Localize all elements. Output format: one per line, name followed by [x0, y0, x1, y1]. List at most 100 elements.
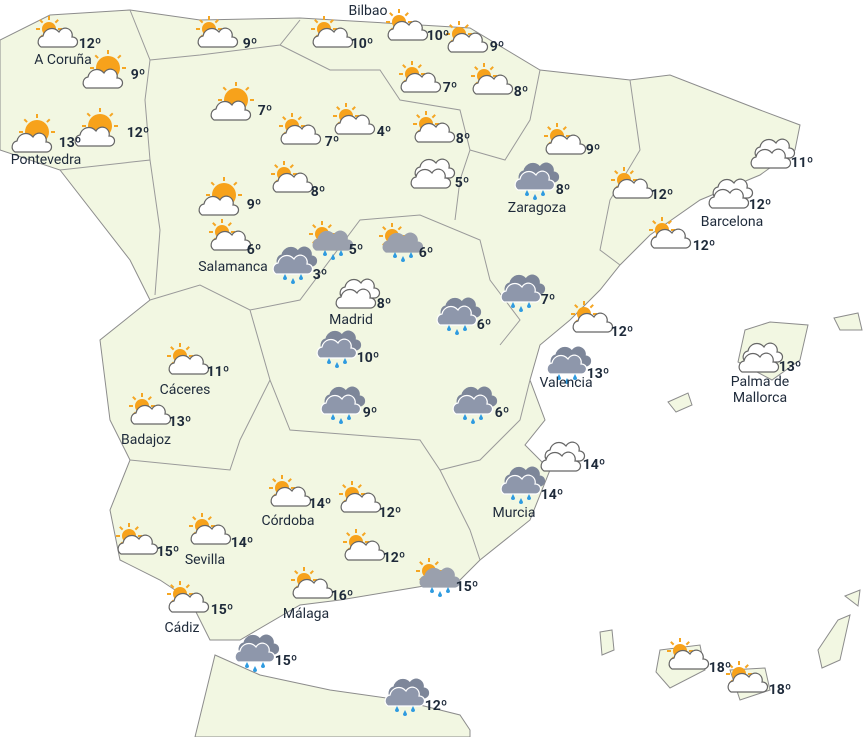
- sun-ray: [685, 641, 690, 646]
- cloud: [384, 686, 426, 707]
- temperature: 8º: [310, 184, 326, 200]
- temperature: 14º: [540, 487, 564, 503]
- weather-icon: [210, 82, 254, 121]
- sun-ray: [389, 12, 394, 17]
- cloud: [280, 124, 322, 145]
- temperature: 12º: [748, 197, 772, 213]
- rain-drop: [519, 498, 523, 504]
- rain-drop: [323, 250, 327, 256]
- sun-ray: [346, 532, 351, 537]
- rain-drop: [438, 591, 442, 597]
- sun-ray: [397, 226, 402, 231]
- sun-ray: [629, 170, 634, 175]
- temperature: 5º: [348, 242, 364, 258]
- sun-ray: [449, 24, 454, 29]
- sun-ray: [212, 222, 217, 227]
- weather-icon: [116, 523, 159, 555]
- africa: [194, 654, 471, 737]
- rain-drop: [463, 414, 467, 420]
- weather-icon: [189, 513, 232, 545]
- sun-ray: [670, 641, 675, 646]
- cloud: [414, 122, 456, 143]
- rain-drop: [253, 666, 257, 672]
- sun-ray: [222, 86, 227, 91]
- sun-ray: [274, 164, 279, 169]
- sun-ray: [287, 478, 292, 483]
- city-name: A Coruña: [34, 52, 92, 68]
- temperature: 6º: [476, 317, 492, 333]
- sun-ray: [667, 220, 672, 225]
- cloud: [436, 305, 478, 326]
- temperature: 10º: [350, 36, 374, 52]
- rain-drop: [525, 190, 529, 196]
- temperature: 9º: [585, 142, 601, 158]
- sun-ray: [361, 532, 366, 537]
- cloud: [190, 524, 232, 545]
- cloud: [210, 230, 252, 251]
- sun-ray: [574, 304, 579, 309]
- menorca: [833, 312, 863, 331]
- weather-icon: [436, 297, 482, 335]
- city-name: Cáceres: [159, 382, 211, 398]
- sun-ray: [170, 584, 175, 589]
- temperature: 7º: [324, 134, 340, 150]
- temperature: 14º: [230, 535, 254, 551]
- cloud: [650, 228, 692, 249]
- sun-ray: [170, 346, 175, 351]
- border: [149, 159, 161, 296]
- rain-drop: [533, 194, 537, 200]
- cloud: [382, 232, 424, 253]
- weather-icon: [571, 301, 614, 333]
- sun-ray: [614, 170, 619, 175]
- sun-ray: [562, 126, 567, 131]
- sun-ray: [312, 224, 317, 229]
- weather-icon: [379, 223, 424, 262]
- sun-ray: [297, 116, 302, 121]
- weather-icon: [649, 217, 692, 249]
- sun-ray: [464, 24, 469, 29]
- rain-drop: [447, 325, 451, 331]
- sun-ray: [589, 304, 594, 309]
- cloud: [82, 68, 124, 89]
- temperature: 7º: [257, 103, 273, 119]
- border: [59, 9, 151, 171]
- sun-ray: [134, 526, 139, 531]
- weather-icon: [500, 466, 546, 504]
- temperature: 11º: [206, 364, 230, 380]
- sun-ray: [547, 126, 552, 131]
- cloud: [272, 172, 314, 193]
- sun-ray: [54, 19, 59, 24]
- sun-ray: [46, 118, 51, 123]
- weather-icon: [410, 158, 456, 189]
- temperature: 15º: [156, 544, 180, 560]
- weather-icon: [738, 342, 784, 373]
- temperature: 13º: [586, 366, 610, 382]
- sun-ray: [39, 19, 44, 24]
- cloud: [514, 170, 556, 191]
- rain-drop: [393, 252, 397, 258]
- cloud: [540, 451, 582, 472]
- rain-drop: [331, 254, 335, 260]
- sun-ray: [227, 222, 232, 227]
- cloud: [234, 642, 276, 663]
- city-name: Palma de Mallorca: [730, 374, 790, 406]
- sun-ray: [109, 112, 114, 117]
- temperature: 5º: [454, 175, 470, 191]
- city-name: Bilbao: [348, 3, 388, 19]
- temperature: 12º: [610, 324, 634, 340]
- cloud: [11, 132, 53, 153]
- temperature: 13º: [58, 135, 82, 151]
- sun-ray: [327, 224, 332, 229]
- rain-drop: [511, 494, 515, 500]
- city-name: Málaga: [282, 606, 330, 622]
- cloud: [572, 312, 614, 333]
- cloud: [387, 20, 429, 41]
- city-name: Barcelona: [700, 214, 764, 230]
- sun-ray: [417, 64, 422, 69]
- rain-drop: [331, 414, 335, 420]
- city-name: Valencia: [539, 375, 593, 391]
- weather-icon: [234, 634, 280, 672]
- temperature: 6º: [494, 405, 510, 421]
- temperature: 16º: [330, 588, 354, 604]
